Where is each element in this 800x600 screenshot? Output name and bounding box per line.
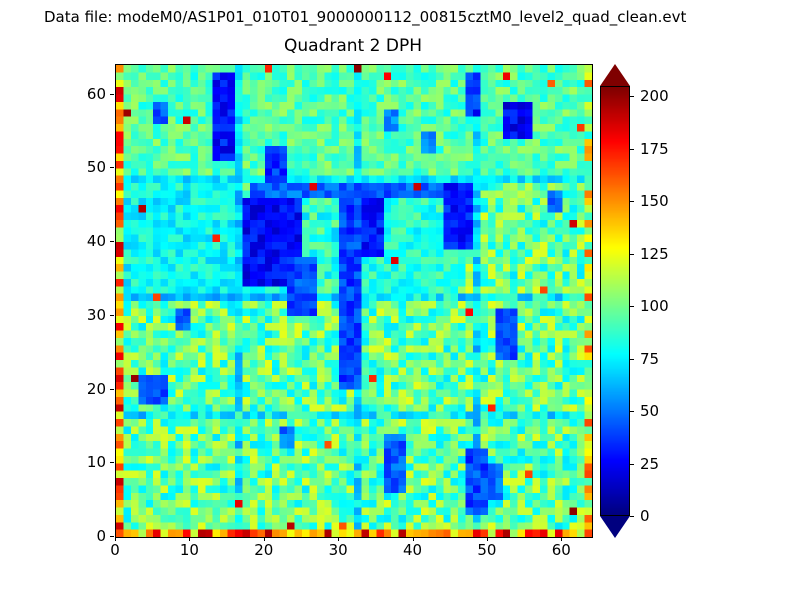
colorbar-tick-mark	[630, 253, 634, 255]
data-file-label: Data file: modeM0/AS1P01_010T01_90000001…	[44, 8, 687, 26]
x-axis-tick-mark	[412, 537, 414, 541]
x-axis-tick-label: 50	[477, 541, 497, 559]
colorbar-tick-mark	[630, 96, 634, 98]
colorbar-tick-mark	[630, 306, 634, 308]
colorbar-tick-label: 25	[640, 454, 660, 473]
x-axis-tick-label: 10	[179, 541, 199, 559]
colorbar-tick-label: 150	[640, 192, 669, 211]
y-axis-tick-mark	[110, 93, 114, 95]
colorbar-tick-label: 100	[640, 297, 669, 316]
y-axis-tick-mark	[110, 241, 114, 242]
heatmap-plot	[115, 64, 593, 538]
colorbar-tick-label: 125	[640, 244, 669, 263]
y-axis-tick-label: 20	[86, 379, 106, 398]
x-axis-tick-mark	[338, 537, 340, 541]
x-axis-tick-mark	[486, 537, 488, 541]
y-axis-tick-mark	[110, 388, 114, 390]
colorbar-tick-label: 175	[640, 139, 669, 158]
x-axis-tick-label: 20	[254, 541, 274, 559]
x-axis-tick-label: 0	[110, 541, 120, 559]
colorbar-tick-mark	[630, 201, 634, 203]
colorbar-extend-max-arrow	[600, 64, 630, 86]
colorbar-tick-mark	[630, 358, 634, 360]
heatmap-canvas	[116, 65, 592, 537]
colorbar-gradient	[600, 86, 630, 516]
y-axis-tick-mark	[110, 462, 114, 464]
y-axis-tick-mark	[110, 536, 114, 537]
plot-title: Quadrant 2 DPH	[284, 36, 422, 56]
colorbar-tick-mark	[630, 148, 634, 150]
x-axis-tick-label: 30	[328, 541, 348, 559]
y-axis-tick-label: 0	[96, 527, 106, 545]
y-axis-tick-label: 40	[86, 232, 106, 250]
colorbar-tick-label: 50	[640, 402, 660, 421]
colorbar-tick-label: 200	[640, 87, 669, 106]
colorbar-tick-mark	[630, 411, 634, 413]
y-axis-tick-mark	[110, 167, 114, 169]
x-axis-tick-mark	[115, 537, 116, 541]
x-axis-tick-label: 60	[551, 541, 571, 559]
y-axis-tick-label: 10	[86, 453, 106, 472]
colorbar-tick-mark	[630, 516, 634, 517]
colorbar-gradient-canvas	[601, 87, 629, 515]
x-axis-tick-mark	[189, 537, 191, 541]
colorbar-extend-min-arrow	[600, 516, 630, 538]
x-axis-tick-mark	[561, 537, 563, 541]
colorbar-tick-label: 0	[640, 507, 650, 525]
y-axis-tick-label: 30	[86, 305, 106, 324]
colorbar-tick-label: 75	[640, 349, 660, 368]
y-axis-tick-label: 50	[86, 158, 106, 177]
colorbar-tick-mark	[630, 463, 634, 465]
y-axis-tick-mark	[110, 314, 114, 316]
x-axis-tick-label: 40	[402, 541, 423, 559]
y-axis-tick-label: 60	[86, 84, 106, 103]
x-axis-tick-mark	[263, 537, 265, 541]
